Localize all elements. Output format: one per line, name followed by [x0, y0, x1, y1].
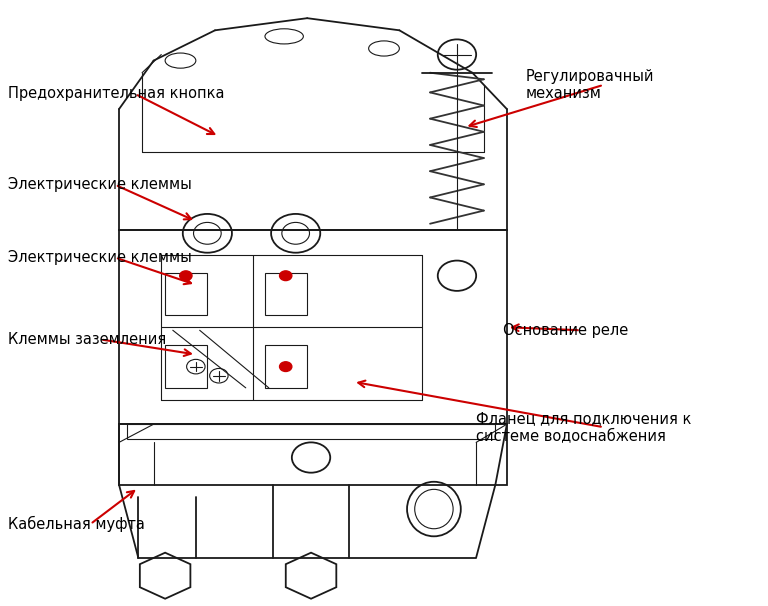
Bar	[127, 424, 495, 439]
Text: Предохранительная кнопка: Предохранительная кнопка	[8, 87, 224, 101]
Text: Кабельная муфта: Кабельная муфта	[8, 516, 144, 532]
Bar	[265, 273, 307, 315]
Bar	[165, 345, 207, 388]
Text: Клеммы заземления: Клеммы заземления	[8, 332, 166, 347]
Bar	[265, 345, 307, 388]
Bar	[119, 424, 507, 485]
Circle shape	[280, 271, 292, 281]
Text: Основание реле: Основание реле	[503, 323, 628, 338]
Circle shape	[180, 271, 192, 281]
Text: Фланец для подключения к
системе водоснабжения: Фланец для подключения к системе водосна…	[476, 411, 691, 444]
Text: Электрические клеммы: Электрические клеммы	[8, 178, 191, 192]
Circle shape	[280, 362, 292, 371]
Text: Регулировачный
механизм: Регулировачный механизм	[526, 68, 654, 101]
Text: Электрические клеммы: Электрические клеммы	[8, 250, 191, 265]
Bar	[165, 273, 207, 315]
